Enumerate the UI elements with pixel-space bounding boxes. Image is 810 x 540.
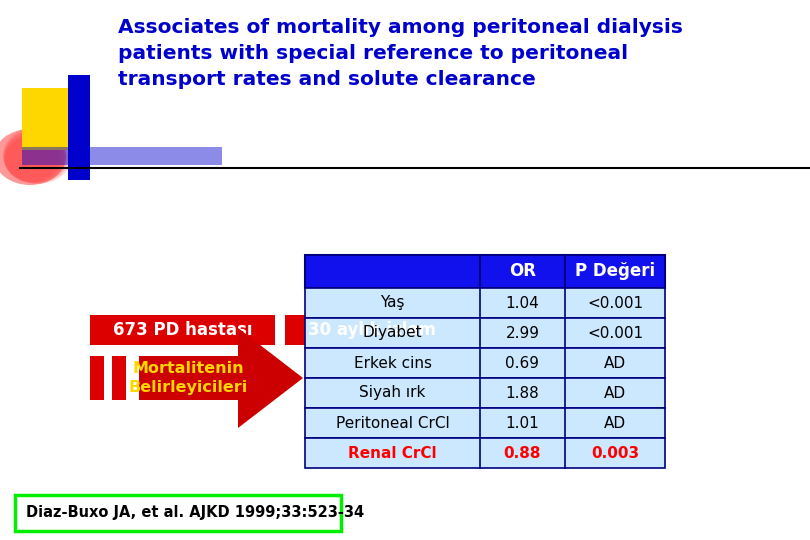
FancyBboxPatch shape (305, 378, 665, 408)
Text: patients with special reference to peritoneal: patients with special reference to perit… (118, 44, 628, 63)
FancyBboxPatch shape (22, 88, 87, 150)
Text: AD: AD (604, 355, 626, 370)
Text: Diaz-Buxo JA, et al. AJKD 1999;33:523-34: Diaz-Buxo JA, et al. AJKD 1999;33:523-34 (26, 505, 365, 521)
Text: 0.003: 0.003 (591, 446, 639, 461)
Polygon shape (139, 328, 303, 428)
Text: Renal CrCl: Renal CrCl (348, 446, 437, 461)
Text: Associates of mortality among peritoneal dialysis: Associates of mortality among peritoneal… (118, 18, 683, 37)
Ellipse shape (4, 133, 62, 183)
Text: 1.01: 1.01 (505, 415, 539, 430)
Text: 0.88: 0.88 (504, 446, 541, 461)
FancyBboxPatch shape (305, 318, 665, 348)
Text: 1.88: 1.88 (505, 386, 539, 401)
FancyBboxPatch shape (112, 356, 126, 400)
Text: Peritoneal CrCl: Peritoneal CrCl (335, 415, 450, 430)
Text: Erkek cins: Erkek cins (353, 355, 432, 370)
Ellipse shape (3, 130, 67, 183)
Text: <0.001: <0.001 (587, 326, 643, 341)
FancyBboxPatch shape (90, 315, 275, 345)
Ellipse shape (3, 129, 70, 184)
FancyBboxPatch shape (22, 147, 222, 165)
FancyBboxPatch shape (15, 495, 341, 531)
FancyBboxPatch shape (305, 438, 665, 468)
Text: P Değeri: P Değeri (575, 262, 655, 280)
Ellipse shape (4, 131, 66, 183)
Text: <0.001: <0.001 (587, 295, 643, 310)
Text: Mortalitenin
Belirleyicileri: Mortalitenin Belirleyicileri (129, 361, 248, 395)
Ellipse shape (5, 137, 57, 182)
Text: 2.99: 2.99 (505, 326, 539, 341)
Text: Siyah ırk: Siyah ırk (360, 386, 426, 401)
FancyBboxPatch shape (90, 356, 104, 400)
Ellipse shape (5, 136, 58, 182)
Ellipse shape (0, 129, 66, 185)
Ellipse shape (3, 127, 71, 184)
Text: Diyabet: Diyabet (363, 326, 422, 341)
Text: AD: AD (604, 386, 626, 401)
FancyBboxPatch shape (305, 255, 665, 288)
FancyBboxPatch shape (305, 348, 665, 378)
Text: transport rates and solute clearance: transport rates and solute clearance (118, 70, 535, 89)
Text: AD: AD (604, 415, 626, 430)
Text: Yaş: Yaş (380, 295, 405, 310)
Ellipse shape (4, 135, 61, 183)
FancyBboxPatch shape (68, 75, 90, 180)
FancyBboxPatch shape (305, 288, 665, 318)
Text: 673 PD hastası: 673 PD hastası (113, 321, 252, 339)
Text: 1.04: 1.04 (505, 295, 539, 310)
FancyBboxPatch shape (285, 315, 460, 345)
FancyBboxPatch shape (305, 408, 665, 438)
Ellipse shape (3, 126, 73, 184)
Text: 0.69: 0.69 (505, 355, 539, 370)
Ellipse shape (4, 132, 64, 183)
Text: OR: OR (509, 262, 536, 280)
Text: 30 aylık izlem: 30 aylık izlem (309, 321, 437, 339)
